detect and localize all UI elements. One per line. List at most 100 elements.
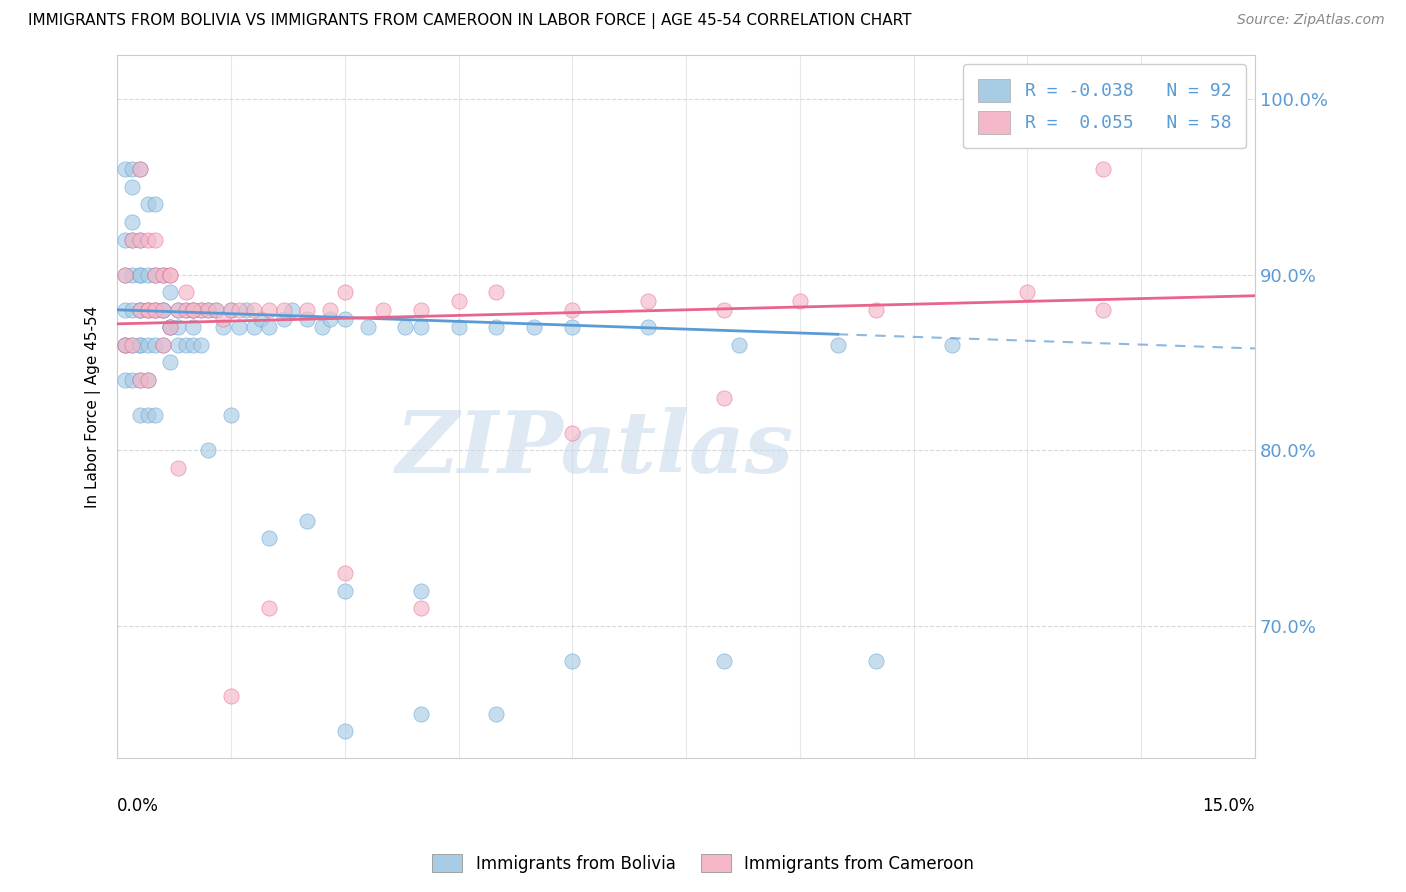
Point (143, 302, 166, 317)
Point (447, 293, 470, 308)
Point (219, 408, 242, 422)
Point (212, 311, 235, 326)
Point (197, 302, 219, 317)
Point (167, 461, 190, 475)
Point (205, 302, 228, 317)
Point (219, 302, 242, 317)
Point (280, 302, 302, 317)
Point (152, 268, 174, 282)
Point (121, 233, 143, 247)
Point (318, 302, 340, 317)
Point (273, 302, 295, 317)
Text: 0.0%: 0.0% (117, 797, 159, 814)
Point (181, 338, 204, 352)
Point (243, 302, 266, 317)
Point (152, 338, 174, 352)
Point (129, 162, 152, 177)
Point (257, 320, 280, 334)
Point (1017, 285, 1039, 300)
Point (181, 302, 204, 317)
Point (219, 689, 242, 703)
Point (561, 425, 583, 440)
Point (257, 302, 280, 317)
Point (121, 338, 143, 352)
Point (333, 724, 356, 739)
Point (121, 215, 143, 229)
Text: Source: ZipAtlas.com: Source: ZipAtlas.com (1237, 13, 1385, 28)
Point (205, 302, 228, 317)
Point (114, 373, 136, 387)
Point (159, 268, 181, 282)
Point (121, 373, 143, 387)
Point (152, 302, 174, 317)
Point (143, 302, 166, 317)
Point (143, 268, 166, 282)
Point (212, 320, 235, 334)
Point (190, 302, 212, 317)
Point (311, 320, 333, 334)
Point (129, 268, 152, 282)
Point (159, 355, 181, 369)
Legend: Immigrants from Bolivia, Immigrants from Cameroon: Immigrants from Bolivia, Immigrants from… (426, 847, 980, 880)
Point (333, 583, 356, 598)
Point (152, 302, 174, 317)
Point (129, 373, 152, 387)
Point (129, 233, 152, 247)
Point (174, 302, 197, 317)
Point (159, 285, 181, 300)
Point (136, 302, 159, 317)
Point (114, 162, 136, 177)
Point (190, 302, 212, 317)
Point (143, 197, 166, 211)
Point (174, 285, 197, 300)
Point (121, 338, 143, 352)
Point (941, 338, 963, 352)
Point (789, 293, 811, 308)
Point (129, 373, 152, 387)
Point (121, 268, 143, 282)
Point (637, 293, 659, 308)
Point (728, 338, 751, 352)
Point (174, 338, 197, 352)
Point (333, 311, 356, 326)
Point (167, 338, 190, 352)
Text: IMMIGRANTS FROM BOLIVIA VS IMMIGRANTS FROM CAMEROON IN LABOR FORCE | AGE 45-54 C: IMMIGRANTS FROM BOLIVIA VS IMMIGRANTS FR… (28, 13, 911, 29)
Point (129, 302, 152, 317)
Point (129, 338, 152, 352)
Legend: R = -0.038   N = 92, R =  0.055   N = 58: R = -0.038 N = 92, R = 0.055 N = 58 (963, 64, 1246, 148)
Point (409, 706, 432, 721)
Point (121, 179, 143, 194)
Point (136, 338, 159, 352)
Point (561, 302, 583, 317)
Point (159, 320, 181, 334)
Point (114, 233, 136, 247)
Point (114, 268, 136, 282)
Point (143, 302, 166, 317)
Point (152, 302, 174, 317)
Point (121, 302, 143, 317)
Point (295, 311, 318, 326)
Point (219, 302, 242, 317)
Point (257, 601, 280, 615)
Point (129, 338, 152, 352)
Point (114, 302, 136, 317)
Point (197, 302, 219, 317)
Point (129, 233, 152, 247)
Point (197, 443, 219, 458)
Point (228, 302, 250, 317)
Point (713, 302, 735, 317)
Point (159, 320, 181, 334)
Point (143, 338, 166, 352)
Point (485, 285, 508, 300)
Point (356, 320, 378, 334)
Point (114, 338, 136, 352)
Point (181, 302, 204, 317)
Point (136, 233, 159, 247)
Point (143, 408, 166, 422)
Point (129, 302, 152, 317)
Point (136, 197, 159, 211)
Point (485, 706, 508, 721)
Point (235, 302, 257, 317)
Point (865, 302, 887, 317)
Point (167, 320, 190, 334)
